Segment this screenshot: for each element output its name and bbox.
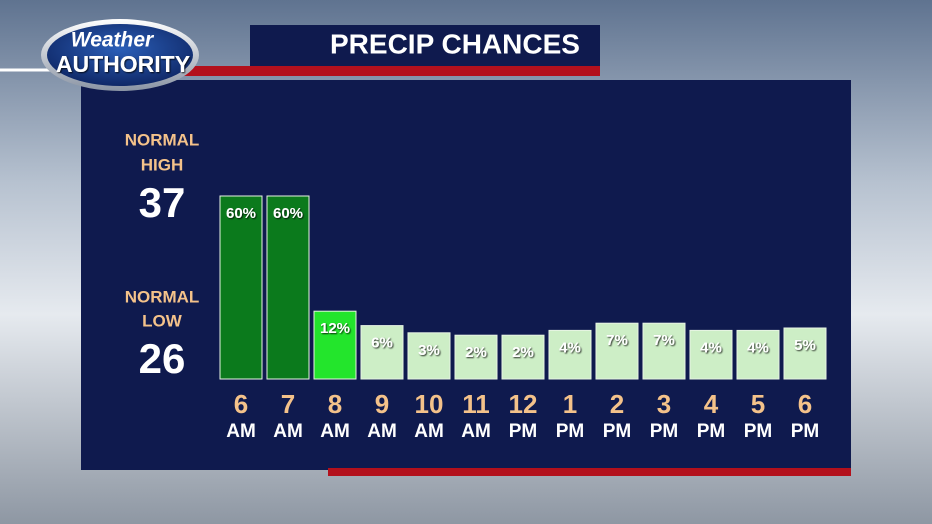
x-tick-sublabel: AM (461, 421, 491, 442)
x-tick-sublabel: PM (791, 421, 820, 442)
normal-label: NORMAL (125, 130, 200, 149)
logo-bottom: AUTHORITY (56, 51, 190, 77)
x-tick-label: 10 (415, 389, 444, 419)
x-tick-label: 2 (610, 389, 624, 419)
data-label: 6% (371, 335, 393, 352)
x-tick-label: 11 (462, 389, 490, 419)
data-label: 60% (273, 205, 303, 222)
x-tick-label: 4 (704, 389, 719, 419)
x-tick-sublabel: PM (744, 421, 773, 442)
x-tick-sublabel: PM (650, 421, 679, 442)
bar (642, 322, 686, 380)
panel-strip (328, 468, 851, 476)
x-tick-label: 12 (509, 389, 538, 419)
x-tick-sublabel: AM (273, 421, 303, 442)
normal-label: LOW (142, 311, 183, 330)
x-tick-sublabel: PM (697, 421, 726, 442)
normal-value: 26 (139, 335, 186, 382)
normal-value: 37 (139, 179, 186, 226)
x-tick-sublabel: AM (226, 421, 256, 442)
x-tick-label: 7 (281, 389, 295, 419)
x-tick-label: 9 (375, 389, 389, 419)
bar (689, 329, 733, 380)
data-label: 5% (794, 337, 816, 354)
x-tick-sublabel: PM (603, 421, 632, 442)
logo-top: Weather (71, 29, 155, 52)
x-tick-label: 8 (328, 389, 342, 419)
data-label: 4% (700, 339, 722, 356)
bar (501, 334, 545, 380)
title-strip (180, 66, 600, 76)
bar (595, 322, 639, 380)
normal-label: HIGH (141, 155, 184, 174)
data-label: 7% (606, 332, 628, 349)
data-label: 60% (226, 205, 256, 222)
bar (313, 310, 357, 380)
bar (360, 325, 404, 380)
data-label: 7% (653, 332, 675, 349)
x-tick-sublabel: AM (367, 421, 397, 442)
x-tick-sublabel: PM (509, 421, 538, 442)
x-tick-label: 1 (563, 389, 577, 419)
panel (81, 80, 851, 470)
data-label: 2% (465, 344, 487, 361)
x-tick-sublabel: AM (320, 421, 350, 442)
data-label: 4% (559, 339, 581, 356)
x-tick-label: 3 (657, 389, 671, 419)
x-tick-sublabel: AM (414, 421, 444, 442)
bar (454, 334, 498, 380)
x-tick-sublabel: PM (556, 421, 585, 442)
logo (47, 24, 193, 86)
bar (548, 329, 592, 380)
bar (736, 329, 780, 380)
normal-label: NORMAL (125, 287, 200, 306)
x-tick-label: 6 (798, 389, 812, 419)
data-label: 4% (747, 339, 769, 356)
data-label: 3% (418, 342, 440, 359)
bar (219, 195, 263, 380)
data-label: 2% (512, 344, 534, 361)
x-tick-label: 5 (751, 389, 765, 419)
bar (266, 195, 310, 380)
bar (783, 327, 827, 380)
bar (407, 332, 451, 380)
data-label: 12% (320, 320, 350, 337)
chart-title: PRECIP CHANCES (330, 28, 580, 59)
x-tick-label: 6 (234, 389, 248, 419)
